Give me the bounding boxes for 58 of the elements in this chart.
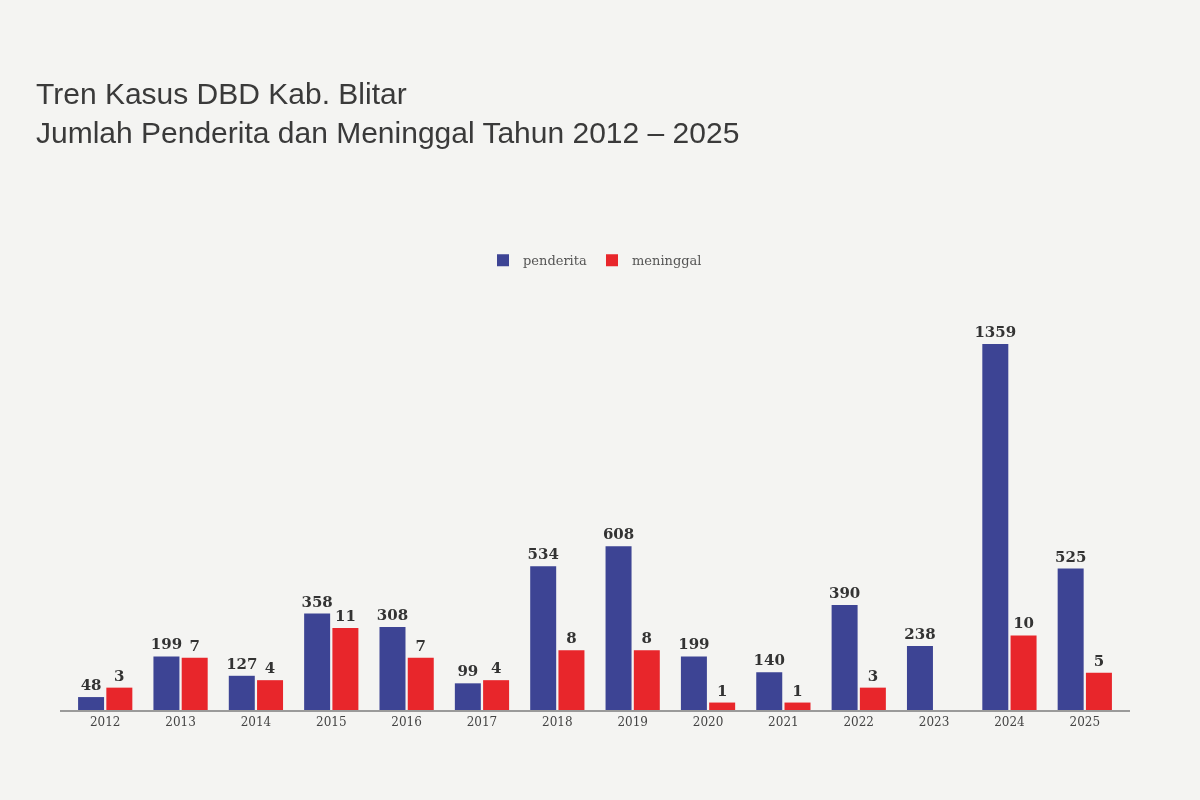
data-label: 1 <box>716 681 728 700</box>
bar <box>982 343 1009 710</box>
legend-label: penderita <box>523 253 587 269</box>
data-label: 199 <box>150 635 183 654</box>
data-label: 99 <box>457 662 479 681</box>
data-label: 358 <box>301 592 333 611</box>
x-tick-label: 2021 <box>768 715 799 730</box>
data-label: 1359 <box>974 322 1017 341</box>
bar <box>906 645 933 710</box>
data-label: 127 <box>226 654 258 673</box>
data-label: 238 <box>904 624 936 643</box>
bar <box>530 566 557 710</box>
data-label: 11 <box>334 607 356 625</box>
bar <box>605 546 632 710</box>
bar <box>1057 568 1084 710</box>
data-label: 534 <box>527 545 559 564</box>
bar <box>709 702 736 710</box>
data-label: 48 <box>80 676 102 695</box>
data-label: 8 <box>641 629 653 648</box>
legend-label: meninggal <box>632 253 702 269</box>
chart-subtitle: Jumlah Penderita dan Meninggal Tahun 2012 – 2025 <box>36 116 740 149</box>
data-label: 8 <box>566 629 577 648</box>
data-label: 525 <box>1055 547 1087 566</box>
bar <box>680 656 707 710</box>
x-tick-label: 2019 <box>617 715 648 730</box>
data-label: 7 <box>189 636 200 655</box>
data-label: 308 <box>376 606 409 625</box>
x-tick-label: 2020 <box>692 715 724 730</box>
data-label: 140 <box>753 651 785 670</box>
x-tick-label: 2022 <box>843 715 874 730</box>
x-tick-label: 2018 <box>542 715 573 730</box>
data-label: 4 <box>490 659 502 678</box>
chart-title: Tren Kasus DBD Kab. Blitar <box>36 77 407 110</box>
bar <box>859 687 886 710</box>
x-tick-label: 2016 <box>391 715 422 730</box>
x-tick-label: 2013 <box>165 715 196 730</box>
data-label: 608 <box>602 525 635 544</box>
data-label: 4 <box>264 659 276 678</box>
data-label: 3 <box>114 666 125 685</box>
bar <box>1010 635 1037 710</box>
data-label: 7 <box>415 636 426 655</box>
data-label: 3 <box>867 666 879 685</box>
x-tick-label: 2024 <box>994 715 1026 730</box>
bar <box>1085 672 1112 710</box>
data-label: 199 <box>678 635 710 654</box>
x-tick-label: 2017 <box>466 715 498 730</box>
bar <box>831 604 858 710</box>
x-tick-label: 2012 <box>89 715 121 730</box>
data-label: 10 <box>1013 614 1034 633</box>
bar <box>756 672 783 710</box>
x-tick-label: 2025 <box>1069 715 1101 730</box>
data-label: 390 <box>828 583 861 602</box>
data-label: 1 <box>792 681 803 700</box>
bar <box>784 702 811 710</box>
x-tick-label: 2015 <box>316 715 347 730</box>
data-label: 5 <box>1093 651 1105 670</box>
x-tick-label: 2014 <box>240 715 272 730</box>
x-tick-label: 2023 <box>918 715 950 730</box>
